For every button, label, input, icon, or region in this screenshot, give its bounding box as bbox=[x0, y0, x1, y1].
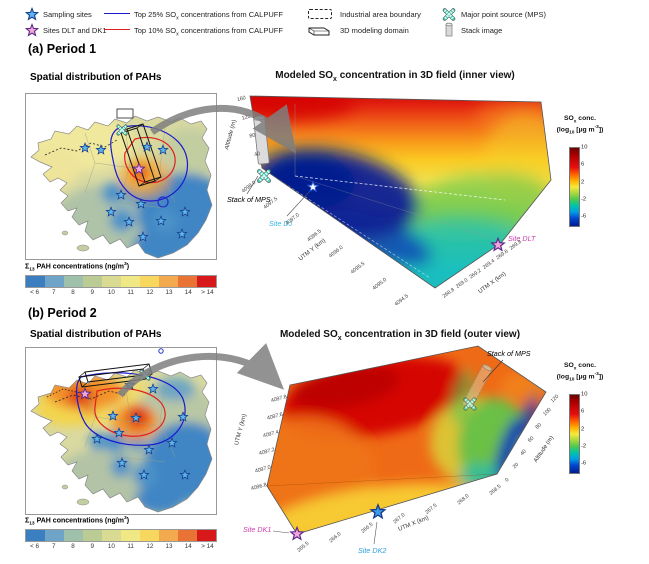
pah-colorbar-period2: Σ13 PAH concentrations (ng/m3) < 6 7 8 9 10 1… bbox=[25, 516, 217, 550]
svg-text:4097.4: 4097.4 bbox=[262, 429, 279, 439]
legend-sites-dlt-dk1-label: Sites DLT and DK1 bbox=[43, 26, 107, 35]
svg-text:80: 80 bbox=[535, 422, 543, 430]
mps-x-icon bbox=[442, 8, 456, 21]
utm-y-axis-ticks: 4097.8 4097.6 4097.4 4097.2 4097.0 4096.8 bbox=[250, 394, 287, 492]
svg-text:4097.0: 4097.0 bbox=[254, 465, 271, 475]
legend-3d-domain-label: 3D modeling domain bbox=[340, 26, 409, 35]
pah-colorbar-ticks: < 6 7 8 9 10 11 12 13 14 > 14 bbox=[30, 542, 214, 550]
altitude-axis-label: Altitude (m) bbox=[225, 119, 238, 150]
utm-y-axis-label: UTM Y (km) bbox=[234, 413, 248, 446]
stack-of-mps-graphic bbox=[461, 364, 493, 410]
sites-dlt-dk1-star-icon bbox=[25, 23, 39, 36]
sox-colorbar-ticks: 10 6 2 -2 -6 bbox=[581, 144, 588, 220]
legend-top25-label: Top 25% SOx concentrations from CALPUFF bbox=[134, 10, 283, 22]
industrial-area-boundary bbox=[54, 390, 126, 403]
svg-text:4097.0: 4097.0 bbox=[284, 212, 301, 227]
top10-line-icon bbox=[104, 29, 130, 30]
site-dk2-label: Site DK2 bbox=[358, 546, 386, 555]
pah-colorbar-label: Σ13 PAH concentrations (ng/m3) bbox=[25, 516, 130, 527]
svg-text:4094.5: 4094.5 bbox=[393, 293, 410, 305]
mps-3d-marker bbox=[259, 171, 269, 181]
pah-map-period2 bbox=[25, 347, 217, 515]
legend-top10-label: Top 10% SOx concentrations from CALPUFF bbox=[134, 26, 283, 38]
svg-text:265.5: 265.5 bbox=[296, 541, 310, 554]
site-dj-label: Site DJ bbox=[269, 219, 293, 228]
stack-of-mps-label: Stack of MPS bbox=[227, 195, 271, 204]
svg-text:269.2: 269.2 bbox=[468, 268, 482, 281]
svg-text:120: 120 bbox=[550, 394, 561, 405]
sox-3d-period2: Stack of MPS Site DK1 Site DK2 4097.8409… bbox=[234, 345, 560, 555]
site-dlt-label: Site DLT bbox=[508, 234, 536, 243]
sox-colorbar-period1: SOx conc. (log10 [µg m-3]) 10 6 2 -2 -6 bbox=[545, 115, 615, 235]
svg-text:269.0: 269.0 bbox=[455, 277, 469, 290]
section-b-heading: (b) Period 2 bbox=[28, 306, 97, 320]
legend-industrial-boundary-label: Industrial area boundary bbox=[340, 10, 421, 19]
industrial-boundary-icon bbox=[308, 9, 332, 19]
pah-colorbar-label: Σ13 PAH concentrations (ng/m3) bbox=[25, 262, 130, 273]
svg-text:266.0: 266.0 bbox=[328, 531, 342, 544]
site-dk1-label: Site DK1 bbox=[243, 525, 271, 534]
pah-colorbar-ticks: < 6 7 8 9 10 11 12 13 14 > 14 bbox=[30, 288, 214, 296]
svg-text:160: 160 bbox=[236, 95, 246, 103]
section-a-3d-title: Modeled SOx concentration in 3D field (i… bbox=[275, 70, 515, 83]
svg-text:267.0: 267.0 bbox=[392, 512, 406, 525]
utm-y-axis-label: UTM Y (km) bbox=[298, 238, 327, 262]
svg-text:269.4: 269.4 bbox=[482, 258, 496, 271]
sox-3d-period1: Stack of MPS Site DJ Site DLT 1601208040… bbox=[225, 95, 552, 305]
stack-of-mps-label: Stack of MPS bbox=[487, 349, 531, 358]
legend-mps-label: Major point source (MPS) bbox=[461, 10, 547, 19]
svg-text:4095.5: 4095.5 bbox=[350, 261, 367, 276]
section-b-3d-title: Modeled SOx concentration in 3D field (o… bbox=[279, 329, 521, 342]
svg-text:60: 60 bbox=[527, 435, 535, 443]
legend-sampling-sites-label: Sampling sites bbox=[43, 10, 92, 19]
svg-text:40: 40 bbox=[254, 151, 261, 158]
svg-text:4096.8: 4096.8 bbox=[250, 482, 267, 492]
legend-stack-image-label: Stack image bbox=[461, 26, 503, 35]
top25-line-icon bbox=[104, 13, 130, 14]
pah-colorbar-gradient bbox=[25, 274, 217, 288]
section-b-map-title: Spatial distribution of PAHs bbox=[30, 329, 162, 340]
sox-colorbar-period2: SOx conc. (log10 [µg m-3]) 10 6 2 -2 -6 bbox=[545, 362, 615, 482]
svg-text:4097.8: 4097.8 bbox=[270, 394, 287, 404]
pah-colorbar-period1: Σ13 PAH concentrations (ng/m3) < 6 7 8 9 10 1… bbox=[25, 262, 217, 296]
svg-text:20: 20 bbox=[512, 462, 520, 470]
pah-map-period1 bbox=[25, 93, 217, 260]
sox-colorbar-title: SOx conc. (log10 [µg m-3]) bbox=[556, 115, 604, 136]
stack-image-icon bbox=[445, 22, 453, 37]
sox-colorbar-ticks: 10 6 2 -2 -6 bbox=[581, 391, 588, 467]
svg-text:4096.0: 4096.0 bbox=[328, 245, 345, 260]
svg-text:268.0: 268.0 bbox=[456, 493, 470, 506]
svg-text:268.5: 268.5 bbox=[488, 484, 502, 497]
svg-text:269.6: 269.6 bbox=[495, 249, 509, 262]
section-a-heading: (a) Period 1 bbox=[28, 42, 97, 56]
3d-domain-icon bbox=[308, 27, 330, 36]
svg-text:40: 40 bbox=[519, 449, 527, 457]
sox-colorbar-title: SOx conc. (log10 [µg m-3]) bbox=[556, 362, 604, 383]
sox-colorbar-gradient bbox=[569, 394, 580, 474]
svg-text:4098.0: 4098.0 bbox=[241, 180, 258, 195]
svg-text:4095.0: 4095.0 bbox=[372, 277, 389, 292]
svg-text:100: 100 bbox=[542, 407, 553, 418]
svg-text:120: 120 bbox=[241, 114, 251, 122]
pah-colorbar-gradient bbox=[25, 528, 217, 542]
svg-text:268.8: 268.8 bbox=[442, 287, 456, 300]
svg-text:0: 0 bbox=[504, 477, 510, 483]
sampling-site-star-icon bbox=[25, 7, 39, 20]
utm-x-axis-label: UTM X (km) bbox=[478, 271, 508, 295]
svg-text:266.5: 266.5 bbox=[360, 522, 374, 535]
section-a-map-title: Spatial distribution of PAHs bbox=[30, 72, 162, 83]
open-circle-marker bbox=[157, 196, 169, 208]
svg-text:267.5: 267.5 bbox=[424, 503, 438, 516]
svg-text:4097.2: 4097.2 bbox=[258, 447, 275, 457]
svg-text:4097.6: 4097.6 bbox=[266, 412, 283, 422]
sox-colorbar-gradient bbox=[569, 147, 580, 227]
